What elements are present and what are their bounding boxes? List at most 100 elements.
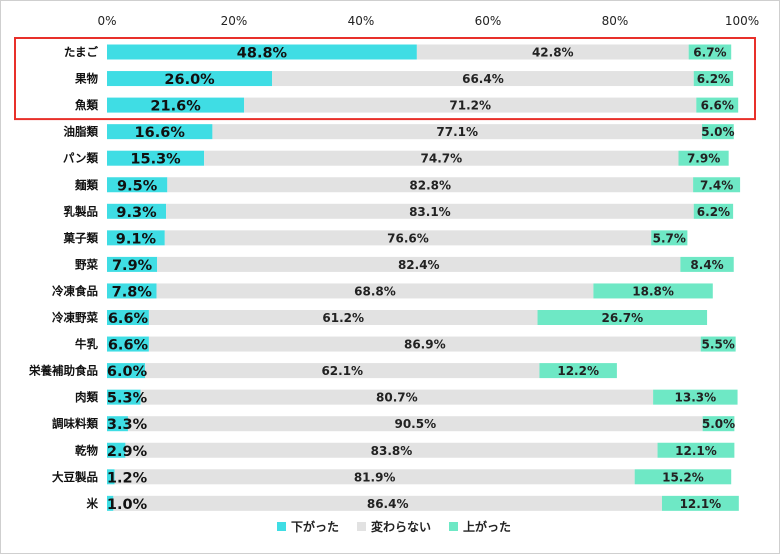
category-label: 栄養補助食品 xyxy=(28,364,98,378)
category-label: 麺類 xyxy=(74,178,98,192)
data-label-up: 12.1% xyxy=(675,444,717,458)
data-label-down: 9.1% xyxy=(116,231,157,247)
bar-unchanged xyxy=(244,97,697,113)
legend-label: 下がった xyxy=(291,519,339,534)
data-label-up: 13.3% xyxy=(675,391,717,405)
category-label: 乾物 xyxy=(75,443,98,457)
bar-down xyxy=(107,495,114,511)
data-label-unchanged: 82.4% xyxy=(398,258,440,272)
data-label-unchanged: 86.9% xyxy=(404,338,446,352)
category-label: 調味料類 xyxy=(52,417,98,431)
data-label-unchanged: 74.7% xyxy=(421,152,463,166)
bar-up xyxy=(680,256,734,272)
data-label-up: 6.2% xyxy=(697,72,730,86)
data-label-unchanged: 83.8% xyxy=(371,444,413,458)
bar-down xyxy=(107,97,245,113)
data-label-down: 3.3% xyxy=(107,417,148,433)
data-label-unchanged: 77.1% xyxy=(436,125,478,139)
bar-down xyxy=(107,203,167,219)
data-label-down: 1.2% xyxy=(107,470,148,486)
bar-up xyxy=(539,363,617,379)
data-label-up: 6.6% xyxy=(701,99,734,113)
bar-up xyxy=(593,283,713,299)
category-label: 果物 xyxy=(74,72,98,86)
data-label-down: 9.3% xyxy=(116,205,157,221)
data-label-unchanged: 83.1% xyxy=(409,205,451,219)
data-label-unchanged: 42.8% xyxy=(532,46,574,60)
bar-down xyxy=(107,150,205,166)
bar-up xyxy=(693,203,734,219)
bar-up xyxy=(696,97,739,113)
x-tick-label: 40% xyxy=(348,14,375,28)
data-label-down: 6.6% xyxy=(108,338,149,354)
bar-down xyxy=(107,71,273,87)
data-label-down: 48.8% xyxy=(237,46,288,62)
bar-down xyxy=(107,283,157,299)
data-label-down: 9.5% xyxy=(117,178,158,194)
legend-swatch xyxy=(357,522,366,531)
bar-unchanged xyxy=(416,44,689,60)
data-label-unchanged: 61.2% xyxy=(322,311,364,325)
bar-unchanged xyxy=(148,336,701,352)
data-label-unchanged: 90.5% xyxy=(394,417,436,431)
bar-unchanged xyxy=(212,124,702,140)
bar-down xyxy=(107,416,128,432)
bar-unchanged xyxy=(166,203,694,219)
data-label-down: 1.0% xyxy=(107,497,148,513)
category-label: 野菜 xyxy=(75,257,98,271)
bar-up xyxy=(688,44,732,60)
bar-down xyxy=(107,124,213,140)
data-label-up: 12.1% xyxy=(680,497,722,511)
x-tick-label: 0% xyxy=(97,14,116,28)
data-label-unchanged: 80.7% xyxy=(376,391,418,405)
bar-up xyxy=(653,389,738,405)
category-label: 肉類 xyxy=(75,390,98,404)
category-label: 乳製品 xyxy=(64,204,99,218)
bar-unchanged xyxy=(113,495,662,511)
data-label-down: 7.8% xyxy=(112,284,153,300)
bar-up xyxy=(678,150,729,166)
bar-unchanged xyxy=(127,416,703,432)
bar-up xyxy=(661,495,739,511)
category-label: 油脂類 xyxy=(64,125,99,139)
x-tick-label: 20% xyxy=(221,14,248,28)
legend-swatch xyxy=(449,522,458,531)
data-label-up: 5.7% xyxy=(653,231,686,245)
data-label-up: 5.0% xyxy=(702,417,735,431)
data-label-unchanged: 68.8% xyxy=(354,284,396,298)
category-label: 牛乳 xyxy=(75,337,98,351)
bar-down xyxy=(107,363,146,379)
data-label-unchanged: 81.9% xyxy=(354,470,396,484)
data-label-down: 15.3% xyxy=(130,152,181,168)
bar-down xyxy=(107,469,115,485)
data-label-unchanged: 82.8% xyxy=(409,178,451,192)
data-label-down: 16.6% xyxy=(135,125,186,141)
bar-unchanged xyxy=(272,71,694,87)
legend-label: 上がった xyxy=(463,519,511,534)
data-label-up: 6.2% xyxy=(697,205,730,219)
data-label-up: 5.5% xyxy=(702,338,735,352)
category-label: 冷凍野菜 xyxy=(52,311,98,325)
data-label-unchanged: 62.1% xyxy=(321,364,363,378)
category-label: 冷凍食品 xyxy=(52,284,98,298)
bar-down xyxy=(107,336,149,352)
bar-up xyxy=(693,177,741,193)
bar-down xyxy=(107,177,168,193)
data-label-up: 12.2% xyxy=(557,364,599,378)
bar-down xyxy=(107,44,417,60)
bar-unchanged xyxy=(167,177,694,193)
x-tick-label: 80% xyxy=(602,14,629,28)
bar-up xyxy=(634,469,732,485)
data-label-up: 26.7% xyxy=(601,311,643,325)
bar-unchanged xyxy=(157,256,681,272)
bar-down xyxy=(107,256,158,272)
data-label-up: 7.9% xyxy=(687,152,720,166)
data-label-up: 15.2% xyxy=(662,470,704,484)
data-label-up: 18.8% xyxy=(632,284,674,298)
bar-down xyxy=(107,442,126,458)
data-label-down: 26.0% xyxy=(164,72,215,88)
category-label: 菓子類 xyxy=(63,231,99,245)
bar-down xyxy=(107,230,165,246)
